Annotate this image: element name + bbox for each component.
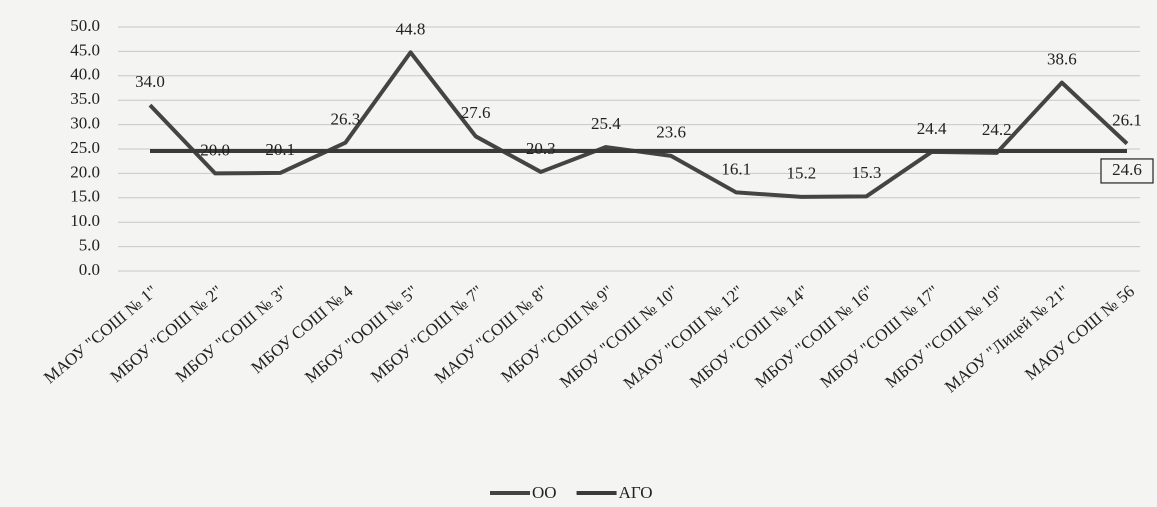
y-tick-label: 30.0 <box>70 114 100 133</box>
y-tick-label: 40.0 <box>70 65 100 84</box>
y-tick-label: 0.0 <box>79 260 100 279</box>
y-tick-label: 35.0 <box>70 89 100 108</box>
y-tick-label: 5.0 <box>79 236 100 255</box>
data-label: 15.2 <box>786 164 816 183</box>
x-tick-label: МАОУ "СОШ № 12" <box>620 282 748 393</box>
x-tick-label: МБОУ "СОШ № 9" <box>497 282 617 387</box>
x-tick-label: МБОУ "СОШ № 3" <box>172 282 292 387</box>
x-tick-label: МБОУ "СОШ № 16" <box>751 282 877 392</box>
y-tick-label: 25.0 <box>70 138 100 157</box>
data-label: 24.6 <box>1112 160 1142 179</box>
x-tick-label: МБОУ "СОШ № 19" <box>882 282 1008 392</box>
y-tick-label: 15.0 <box>70 187 100 206</box>
data-label: 20.0 <box>200 140 230 159</box>
x-tick-label: МБОУ "СОШ № 10" <box>556 282 682 392</box>
data-label: 44.8 <box>396 19 426 38</box>
legend-label: АГО <box>619 483 653 502</box>
x-tick-label: МАОУ СОШ № 56 <box>1021 282 1138 384</box>
data-label-box <box>1100 158 1154 184</box>
data-label: 23.6 <box>656 123 686 142</box>
data-label: 16.1 <box>721 159 751 178</box>
y-tick-label: 10.0 <box>70 211 100 230</box>
legend-label: ОО <box>532 483 557 502</box>
y-tick-label: 45.0 <box>70 40 100 59</box>
data-label: 20.3 <box>526 139 556 158</box>
data-label: 20.1 <box>265 140 295 159</box>
data-label: 38.6 <box>1047 50 1077 69</box>
y-tick-label: 20.0 <box>70 162 100 181</box>
x-tick-label: МБОУ "СОШ № 2" <box>107 282 227 387</box>
data-label: 27.6 <box>461 103 491 122</box>
data-label: 26.3 <box>331 110 361 129</box>
data-label: 24.4 <box>917 119 947 138</box>
x-tick-label: МАОУ "Лицей № 21" <box>941 282 1073 397</box>
x-tick-label: МАОУ "СОШ № 1" <box>40 282 161 388</box>
x-tick-label: МАОУ "СОШ № 8" <box>431 282 552 388</box>
x-tick-label: МБОУ "ООШ № 5" <box>301 282 421 387</box>
y-tick-label: 50.0 <box>70 16 100 35</box>
x-tick-label: МБОУ "СОШ № 14" <box>686 282 812 392</box>
data-label: 15.3 <box>852 163 882 182</box>
data-label: 25.4 <box>591 114 621 133</box>
data-label: 34.0 <box>135 72 165 91</box>
data-label: 24.2 <box>982 120 1012 139</box>
x-tick-label: МБОУ "СОШ № 17" <box>817 282 943 392</box>
data-label: 26.1 <box>1112 111 1142 130</box>
x-tick-label: МБОУ "СОШ № 7" <box>367 282 487 387</box>
